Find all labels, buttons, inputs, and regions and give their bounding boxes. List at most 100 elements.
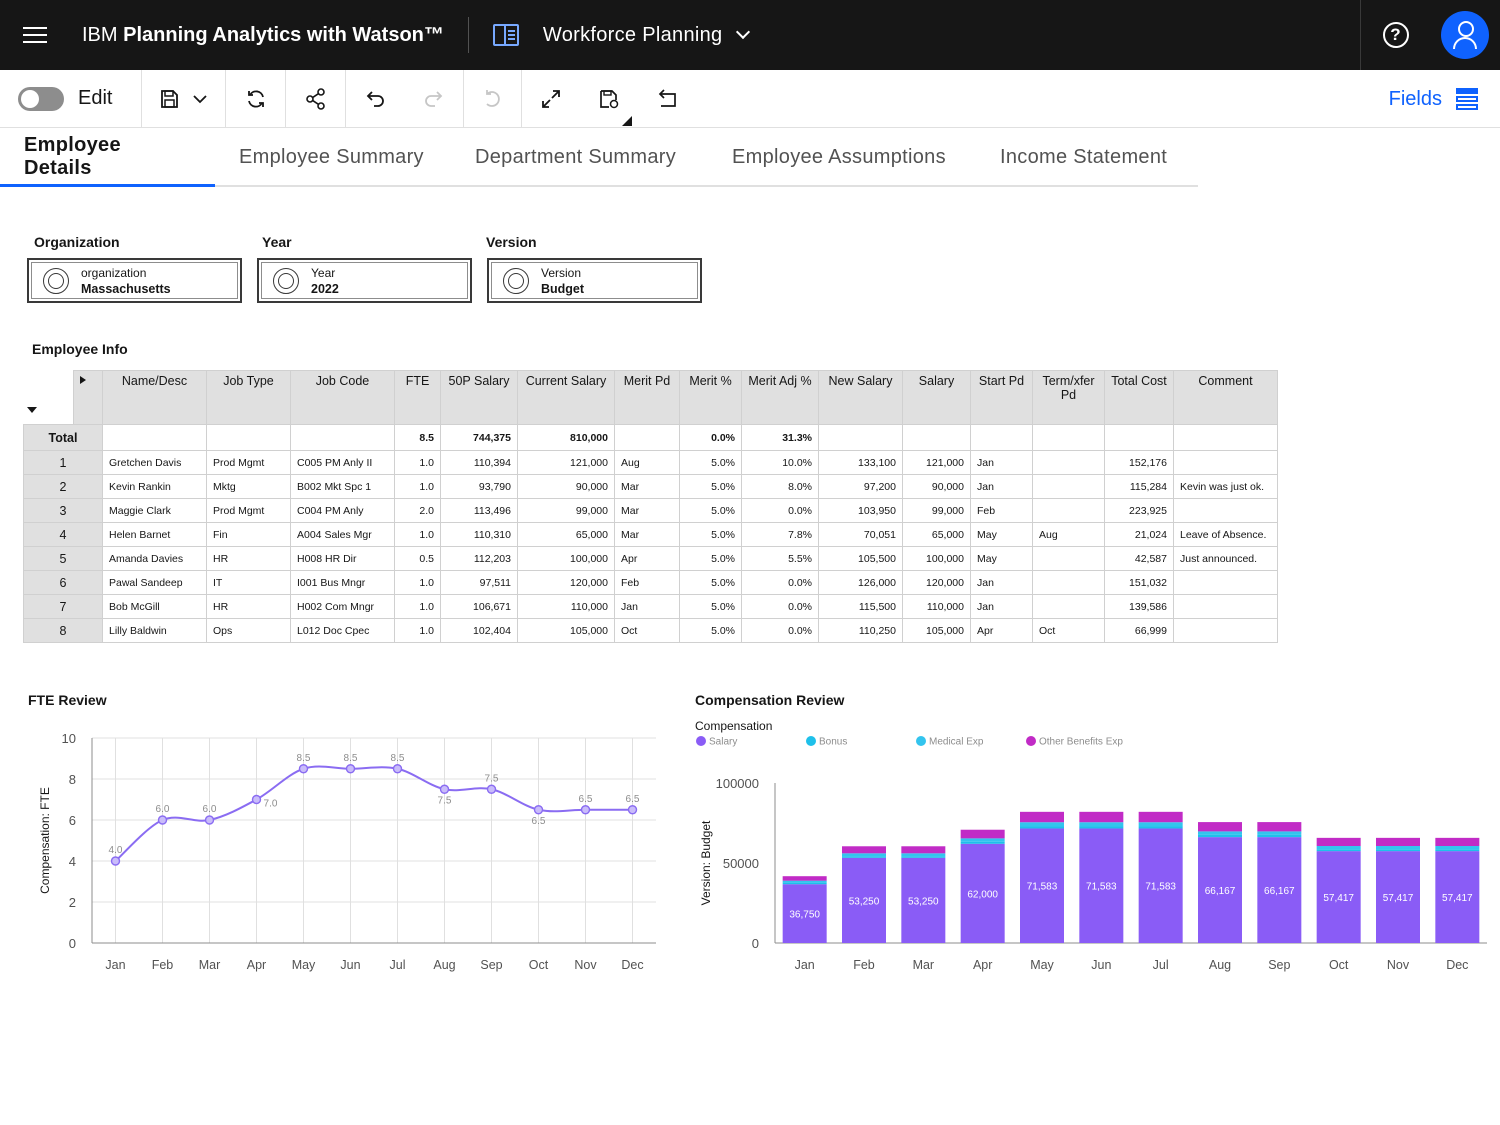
grid-cell[interactable]: 90,000 [902,474,971,499]
grid-cell[interactable]: 0.0% [741,618,819,643]
col-header[interactable]: Current Salary [517,370,615,425]
grid-cell[interactable]: 65,000 [902,522,971,547]
version-selector[interactable]: Version Budget [487,258,702,303]
grid-cell[interactable]: 100,000 [902,546,971,571]
tab-employee-summary[interactable]: Employee Summary [215,129,451,187]
grid-cell[interactable]: Jan [970,450,1033,475]
grid-cell[interactable]: 42,587 [1104,546,1174,571]
row-header[interactable]: 7 [23,594,103,619]
grid-cell[interactable]: 0.0% [741,498,819,523]
col-header[interactable]: Merit Adj % [741,370,819,425]
grid-cell[interactable]: 70,051 [818,522,903,547]
grid-cell[interactable]: Apr [614,546,680,571]
grid-cell[interactable]: 152,176 [1104,450,1174,475]
grid-cell[interactable]: 110,250 [818,618,903,643]
expand-columns-toggle[interactable] [73,370,103,425]
grid-cell[interactable]: Feb [970,498,1033,523]
grid-cell[interactable]: Leave of Absence. [1173,522,1278,547]
grid-cell[interactable] [902,424,971,451]
grid-cell[interactable]: 121,000 [902,450,971,475]
grid-cell[interactable]: 5.0% [679,594,742,619]
grid-cell[interactable]: HR [206,546,291,571]
col-header[interactable]: 50P Salary [440,370,518,425]
grid-cell[interactable]: 105,000 [902,618,971,643]
col-header[interactable]: Merit Pd [614,370,680,425]
grid-cell[interactable]: A004 Sales Mgr [290,522,395,547]
grid-cell[interactable]: Mar [614,498,680,523]
grid-cell[interactable]: Ops [206,618,291,643]
grid-cell[interactable] [1173,570,1278,595]
grid-cell[interactable]: 8.5 [394,424,441,451]
grid-cell[interactable]: 120,000 [902,570,971,595]
grid-cell[interactable]: 151,032 [1104,570,1174,595]
col-header[interactable]: Job Type [206,370,291,425]
grid-cell[interactable] [1032,450,1105,475]
grid-cell[interactable]: H002 Com Mngr [290,594,395,619]
grid-cell[interactable]: 139,586 [1104,594,1174,619]
share-button[interactable] [286,69,346,128]
grid-cell[interactable]: 106,671 [440,594,518,619]
grid-cell[interactable] [1173,424,1278,451]
grid-cell[interactable] [102,424,207,451]
caret-down-icon[interactable] [26,405,38,415]
grid-cell[interactable]: 102,404 [440,618,518,643]
grid-cell[interactable]: 100,000 [517,546,615,571]
grid-cell[interactable]: C005 PM Anly II [290,450,395,475]
fields-button[interactable]: Fields [1389,70,1478,128]
col-header[interactable]: New Salary [818,370,903,425]
hamburger-menu-icon[interactable] [0,0,70,70]
grid-cell[interactable]: 65,000 [517,522,615,547]
grid-cell[interactable]: 90,000 [517,474,615,499]
tab-employee-assumptions[interactable]: Employee Assumptions [708,129,976,187]
grid-cell[interactable]: H008 HR Dir [290,546,395,571]
grid-cell[interactable]: 5.5% [741,546,819,571]
col-header[interactable]: Merit % [679,370,742,425]
grid-cell[interactable]: 97,511 [440,570,518,595]
total-row-header[interactable]: Total [23,424,103,451]
grid-cell[interactable]: Prod Mgmt [206,498,291,523]
grid-cell[interactable] [1032,498,1105,523]
col-header[interactable]: Job Code [290,370,395,425]
reset-button[interactable] [464,69,522,128]
grid-cell[interactable]: 744,375 [440,424,518,451]
grid-cell[interactable]: 133,100 [818,450,903,475]
grid-cell[interactable]: C004 PM Anly [290,498,395,523]
grid-cell[interactable] [1032,570,1105,595]
grid-cell[interactable]: 115,284 [1104,474,1174,499]
grid-cell[interactable]: Lilly Baldwin [102,618,207,643]
grid-cell[interactable]: 93,790 [440,474,518,499]
grid-cell[interactable]: Pawal Sandeep [102,570,207,595]
grid-cell[interactable]: Jan [614,594,680,619]
grid-cell[interactable]: 110,310 [440,522,518,547]
chevron-down-icon[interactable] [736,24,751,40]
fullscreen-button[interactable] [522,70,580,128]
grid-cell[interactable]: 0.0% [741,570,819,595]
help-button[interactable]: ? [1360,0,1430,70]
grid-cell[interactable]: 105,500 [818,546,903,571]
user-profile-button[interactable] [1430,0,1500,70]
edit-toggle[interactable] [18,86,64,111]
grid-cell[interactable]: 0.0% [679,424,742,451]
grid-cell[interactable]: Apr [970,618,1033,643]
grid-cell[interactable]: Oct [614,618,680,643]
grid-cell[interactable]: 120,000 [517,570,615,595]
grid-cell[interactable]: Kevin Rankin [102,474,207,499]
grid-cell[interactable]: 5.0% [679,546,742,571]
grid-cell[interactable]: IT [206,570,291,595]
grid-cell[interactable]: Oct [1032,618,1105,643]
tab-income-statement[interactable]: Income Statement [976,129,1198,187]
grid-cell[interactable] [1032,474,1105,499]
grid-cell[interactable] [614,424,680,451]
grid-cell[interactable]: 7.8% [741,522,819,547]
grid-cell[interactable]: 1.0 [394,618,441,643]
grid-cell[interactable]: I001 Bus Mngr [290,570,395,595]
grid-cell[interactable]: 99,000 [517,498,615,523]
grid-cell[interactable]: Aug [1032,522,1105,547]
grid-cell[interactable]: 1.0 [394,522,441,547]
grid-cell[interactable]: 0.5 [394,546,441,571]
grid-cell[interactable]: 0.0% [741,594,819,619]
tab-department-summary[interactable]: Department Summary [451,129,708,187]
grid-cell[interactable]: Kevin was just ok. [1173,474,1278,499]
grid-cell[interactable] [1032,594,1105,619]
grid-cell[interactable]: Maggie Clark [102,498,207,523]
